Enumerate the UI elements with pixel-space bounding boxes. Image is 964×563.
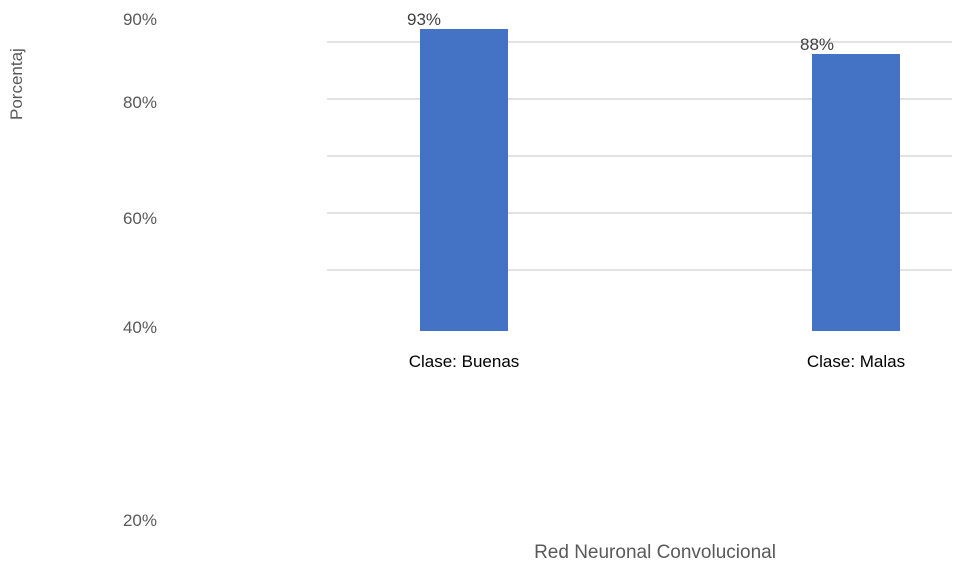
y-tick-label: 20% (123, 511, 157, 530)
bars (420, 29, 900, 331)
y-tick-label: 60% (123, 209, 157, 228)
x-tick-labels: Clase: Buenas Clase: Malas (409, 352, 905, 371)
bar (420, 29, 508, 331)
y-tick-label: 40% (123, 318, 157, 337)
y-axis-title: Porcentaj (7, 48, 26, 120)
data-label: 93% (407, 10, 441, 29)
bar (812, 54, 900, 331)
y-tick-label: 90% (123, 10, 157, 29)
x-axis-title: Red Neuronal Convolucional (534, 542, 776, 563)
y-tick-labels: 90% 80% 60% 40% 20% (123, 10, 157, 530)
y-tick-label: 80% (123, 93, 157, 112)
data-label: 88% (800, 35, 834, 54)
data-labels: 93% 88% (407, 10, 834, 54)
x-tick-label: Clase: Buenas (409, 352, 520, 371)
x-tick-label: Clase: Malas (807, 352, 905, 371)
